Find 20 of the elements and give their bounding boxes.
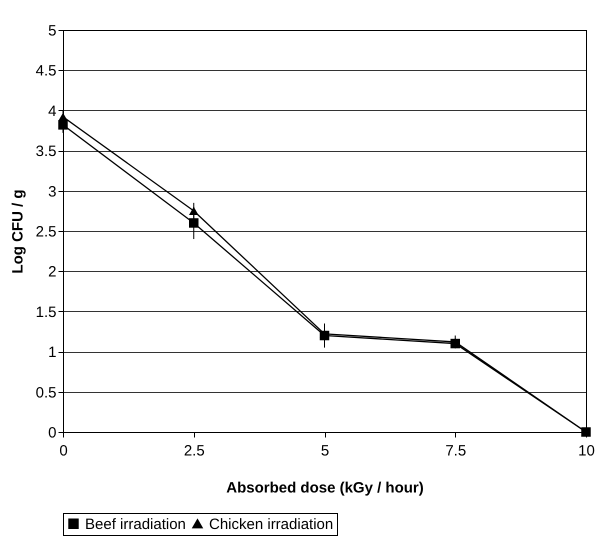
x-tick-label: 2.5 xyxy=(184,442,205,460)
y-tick-label: 0 xyxy=(48,424,56,442)
legend-label: Beef irradiation xyxy=(85,516,186,533)
y-tick-label: 2 xyxy=(48,264,56,281)
y-tick-label: 4 xyxy=(48,102,56,120)
legend-label: Chicken irradiation xyxy=(209,516,334,533)
y-tick-label: 5 xyxy=(48,22,56,40)
x-tick-label: 5 xyxy=(320,442,330,460)
y-tick-label: 4.5 xyxy=(36,62,56,80)
y-tick-label: 1.5 xyxy=(36,304,56,321)
x-tick-label: 0 xyxy=(59,442,68,460)
x-tick-label: 7.5 xyxy=(445,442,466,460)
y-tick-label: 3.5 xyxy=(36,143,56,160)
x-axis-title: Absorbed dose (kGy / hour) xyxy=(226,480,424,496)
y-tick-label: 2.5 xyxy=(36,224,56,240)
x-tick-label: 10 xyxy=(578,442,595,460)
y-tick-label: 1 xyxy=(48,344,56,362)
y-tick-label: 3 xyxy=(48,183,56,200)
y-axis-title: Log CFU / g xyxy=(10,189,27,274)
y-tick-label: 0.5 xyxy=(36,384,56,402)
